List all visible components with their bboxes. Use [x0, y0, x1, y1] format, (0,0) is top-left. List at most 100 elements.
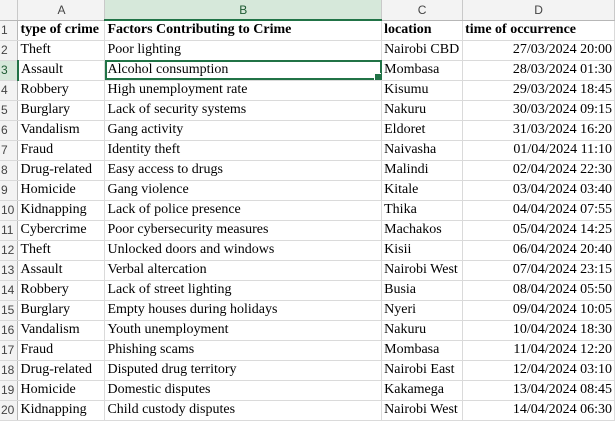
cell-b3[interactable]: Alcohol consumption	[104, 60, 383, 81]
cell-d8[interactable]: 02/04/2024 22:30	[462, 160, 615, 181]
cell-b19[interactable]: Domestic disputes	[104, 380, 383, 401]
cell-b15[interactable]: Empty houses during holidays	[104, 300, 383, 321]
cell-c3[interactable]: Mombasa	[381, 60, 464, 81]
cell-d10[interactable]: 04/04/2024 07:55	[462, 200, 615, 221]
cell-a9[interactable]: Homicide	[17, 180, 106, 201]
cell-b11[interactable]: Poor cybersecurity measures	[104, 220, 383, 241]
row-header-11[interactable]: 11	[0, 220, 19, 241]
row-header-8[interactable]: 8	[0, 160, 19, 181]
cell-c6[interactable]: Eldoret	[381, 120, 464, 141]
cell-d14[interactable]: 08/04/2024 05:50	[462, 280, 615, 301]
cell-c4[interactable]: Kisumu	[381, 80, 464, 101]
row-header-3[interactable]: 3	[0, 60, 19, 81]
cell-d20[interactable]: 14/04/2024 06:30	[462, 400, 615, 421]
row-header-17[interactable]: 17	[0, 340, 19, 361]
cell-c8[interactable]: Malindi	[381, 160, 464, 181]
cell-c17[interactable]: Mombasa	[381, 340, 464, 361]
cell-a16[interactable]: Vandalism	[17, 320, 106, 341]
cell-a12[interactable]: Theft	[17, 240, 106, 261]
row-header-9[interactable]: 9	[0, 180, 19, 201]
cell-c13[interactable]: Nairobi West	[381, 260, 464, 281]
cell-b17[interactable]: Phishing scams	[104, 340, 383, 361]
cell-c11[interactable]: Machakos	[381, 220, 464, 241]
cell-d6[interactable]: 31/03/2024 16:20	[462, 120, 615, 141]
cell-a18[interactable]: Drug-related	[17, 360, 106, 381]
cell-c7[interactable]: Naivasha	[381, 140, 464, 161]
cell-d19[interactable]: 13/04/2024 08:45	[462, 380, 615, 401]
column-header-d[interactable]: D	[462, 0, 615, 21]
row-header-19[interactable]: 19	[0, 380, 19, 401]
cell-a8[interactable]: Drug-related	[17, 160, 106, 181]
cell-b8[interactable]: Easy access to drugs	[104, 160, 383, 181]
cell-c18[interactable]: Nairobi East	[381, 360, 464, 381]
cell-a2[interactable]: Theft	[17, 40, 106, 61]
cell-c9[interactable]: Kitale	[381, 180, 464, 201]
cell-a3[interactable]: Assault	[17, 60, 106, 81]
cell-b16[interactable]: Youth unemployment	[104, 320, 383, 341]
cell-b2[interactable]: Poor lighting	[104, 40, 383, 61]
cell-a1[interactable]: type of crime	[17, 20, 106, 41]
cell-c2[interactable]: Nairobi CBD	[381, 40, 464, 61]
cell-b13[interactable]: Verbal altercation	[104, 260, 383, 281]
cell-d7[interactable]: 01/04/2024 11:10	[462, 140, 615, 161]
row-header-13[interactable]: 13	[0, 260, 19, 281]
column-header-c[interactable]: C	[381, 0, 464, 21]
cell-c15[interactable]: Nyeri	[381, 300, 464, 321]
cell-d11[interactable]: 05/04/2024 14:25	[462, 220, 615, 241]
cell-a20[interactable]: Kidnapping	[17, 400, 106, 421]
row-header-16[interactable]: 16	[0, 320, 19, 341]
cell-c16[interactable]: Nakuru	[381, 320, 464, 341]
cell-b12[interactable]: Unlocked doors and windows	[104, 240, 383, 261]
cell-d3[interactable]: 28/03/2024 01:30	[462, 60, 615, 81]
cell-d2[interactable]: 27/03/2024 20:00	[462, 40, 615, 61]
row-header-14[interactable]: 14	[0, 280, 19, 301]
fill-handle[interactable]	[374, 72, 381, 79]
cell-b4[interactable]: High unemployment rate	[104, 80, 383, 101]
cell-b7[interactable]: Identity theft	[104, 140, 383, 161]
cell-c1[interactable]: location	[381, 20, 464, 41]
cell-a11[interactable]: Cybercrime	[17, 220, 106, 241]
cell-b20[interactable]: Child custody disputes	[104, 400, 383, 421]
cell-a5[interactable]: Burglary	[17, 100, 106, 121]
cell-a14[interactable]: Robbery	[17, 280, 106, 301]
row-header-1[interactable]: 1	[0, 20, 19, 41]
row-header-18[interactable]: 18	[0, 360, 19, 381]
column-header-b[interactable]: B	[104, 0, 383, 21]
cell-d13[interactable]: 07/04/2024 23:15	[462, 260, 615, 281]
cell-a19[interactable]: Homicide	[17, 380, 106, 401]
row-header-20[interactable]: 20	[0, 400, 19, 421]
cell-b9[interactable]: Gang violence	[104, 180, 383, 201]
cell-c12[interactable]: Kisii	[381, 240, 464, 261]
cell-c19[interactable]: Kakamega	[381, 380, 464, 401]
row-header-7[interactable]: 7	[0, 140, 19, 161]
cell-d17[interactable]: 11/04/2024 12:20	[462, 340, 615, 361]
row-header-6[interactable]: 6	[0, 120, 19, 141]
cell-b1[interactable]: Factors Contributing to Crime	[104, 20, 383, 41]
cell-d16[interactable]: 10/04/2024 18:30	[462, 320, 615, 341]
cell-a4[interactable]: Robbery	[17, 80, 106, 101]
cell-d9[interactable]: 03/04/2024 03:40	[462, 180, 615, 201]
cell-a7[interactable]: Fraud	[17, 140, 106, 161]
cell-b10[interactable]: Lack of police presence	[104, 200, 383, 221]
cell-a15[interactable]: Burglary	[17, 300, 106, 321]
cell-d4[interactable]: 29/03/2024 18:45	[462, 80, 615, 101]
cell-d5[interactable]: 30/03/2024 09:15	[462, 100, 615, 121]
cell-c5[interactable]: Nakuru	[381, 100, 464, 121]
row-header-5[interactable]: 5	[0, 100, 19, 121]
row-header-2[interactable]: 2	[0, 40, 19, 61]
cell-b6[interactable]: Gang activity	[104, 120, 383, 141]
cell-d15[interactable]: 09/04/2024 10:05	[462, 300, 615, 321]
cell-d12[interactable]: 06/04/2024 20:40	[462, 240, 615, 261]
cell-c20[interactable]: Nairobi West	[381, 400, 464, 421]
cell-a6[interactable]: Vandalism	[17, 120, 106, 141]
cell-a13[interactable]: Assault	[17, 260, 106, 281]
cell-c10[interactable]: Thika	[381, 200, 464, 221]
cell-c14[interactable]: Busia	[381, 280, 464, 301]
select-all-corner[interactable]	[0, 0, 19, 21]
cell-d1[interactable]: time of occurrence	[462, 20, 615, 41]
row-header-15[interactable]: 15	[0, 300, 19, 321]
cell-d18[interactable]: 12/04/2024 03:10	[462, 360, 615, 381]
cell-b18[interactable]: Disputed drug territory	[104, 360, 383, 381]
cell-a17[interactable]: Fraud	[17, 340, 106, 361]
cell-b5[interactable]: Lack of security systems	[104, 100, 383, 121]
